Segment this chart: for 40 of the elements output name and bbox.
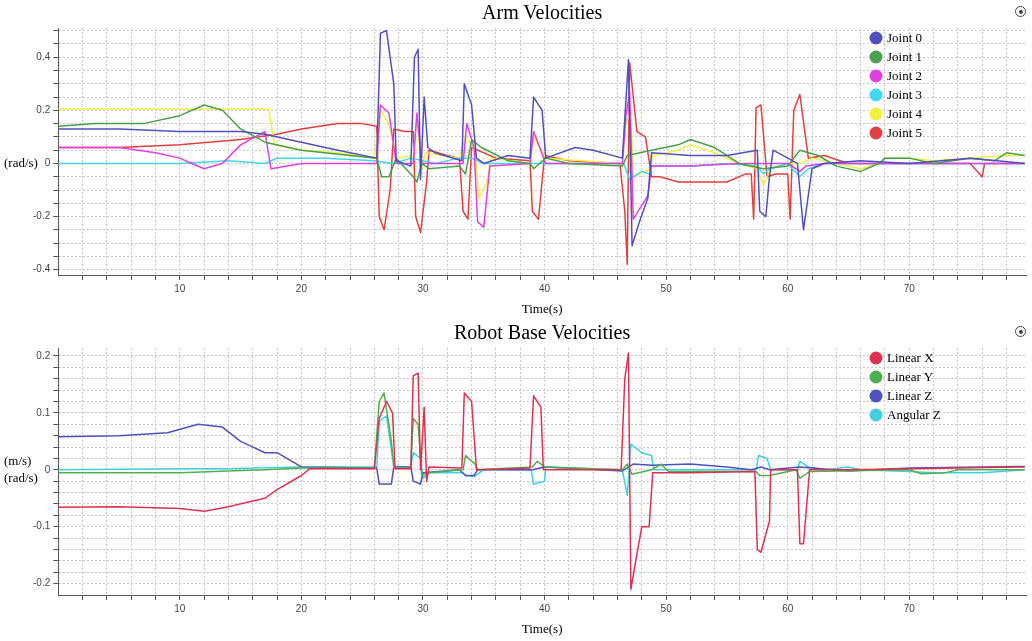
legend-label: Joint 0 xyxy=(887,30,923,46)
x-tick-label: 50 xyxy=(660,282,673,294)
x-tick-label: 70 xyxy=(903,282,916,294)
y-tick-label: 0 xyxy=(44,463,51,475)
legend-label: Joint 1 xyxy=(887,49,923,65)
y-axis-title: (rad/s) xyxy=(4,154,38,170)
x-axis-title: Time(s) xyxy=(521,621,563,637)
x-tick-label: 30 xyxy=(417,602,429,614)
legend-label: Linear X xyxy=(887,350,935,366)
x-tick-label: 50 xyxy=(660,602,673,614)
legend-label: Joint 3 xyxy=(887,87,923,103)
x-tick-label: 30 xyxy=(417,282,429,294)
y-tick-label: -0.2 xyxy=(33,210,51,222)
x-axis-title: Time(s) xyxy=(521,301,563,317)
x-tick-label: 10 xyxy=(174,602,186,614)
x-tick-label: 20 xyxy=(295,282,308,294)
x-tick-label: 20 xyxy=(295,602,308,614)
legend-label: Angular Z xyxy=(887,407,941,423)
legend-label: Linear Y xyxy=(887,369,934,385)
y-axis-title: (m/s) (rad/s) xyxy=(4,452,38,485)
x-tick-label: 60 xyxy=(782,282,794,294)
y-tick-label: 0.2 xyxy=(36,349,51,361)
y-tick-label: 0.2 xyxy=(36,104,51,116)
y-tick-label: 0.4 xyxy=(36,50,51,62)
x-tick-label: 60 xyxy=(782,602,794,614)
x-tick-label: 70 xyxy=(903,602,916,614)
legend-label: Linear Z xyxy=(887,388,933,404)
x-tick-label: 40 xyxy=(538,282,551,294)
legend-label: Joint 5 xyxy=(887,125,923,141)
x-tick-label: 10 xyxy=(174,282,186,294)
y-tick-label: -0.4 xyxy=(33,263,51,275)
y-tick-label: 0 xyxy=(44,157,51,169)
legend-label: Joint 2 xyxy=(887,68,923,84)
chart-title: Arm Velocities xyxy=(482,1,603,24)
x-tick-label: 40 xyxy=(538,602,551,614)
y-tick-label: -0.2 xyxy=(33,577,51,589)
chart-title: Robot Base Velocities xyxy=(453,321,631,344)
y-tick-label: -0.1 xyxy=(33,520,51,532)
y-tick-label: 0.1 xyxy=(36,406,51,418)
legend-label: Joint 4 xyxy=(887,106,923,122)
